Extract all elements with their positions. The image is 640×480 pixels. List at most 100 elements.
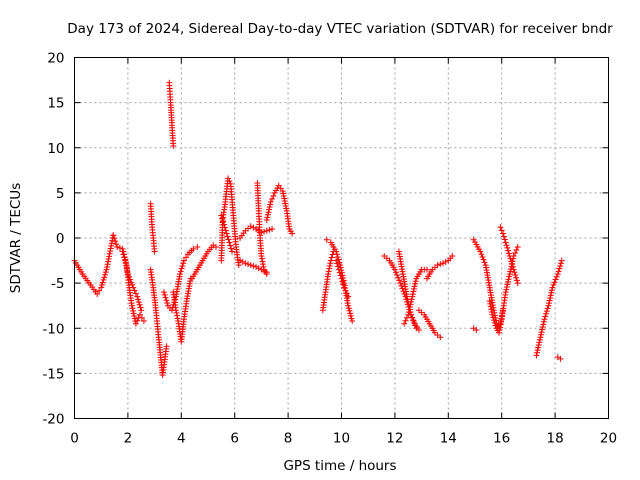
data-point — [487, 303, 494, 310]
data-point — [349, 318, 356, 325]
data-point — [449, 253, 456, 260]
data-point — [218, 212, 225, 219]
data-point — [405, 309, 412, 316]
data-point — [548, 289, 555, 296]
data-point — [503, 242, 510, 249]
data-point — [98, 282, 105, 289]
data-point — [497, 324, 504, 331]
data-point — [490, 314, 497, 321]
data-point — [477, 248, 484, 255]
data-point — [237, 257, 244, 264]
data-point — [536, 339, 543, 346]
data-point — [229, 248, 236, 255]
data-point — [258, 255, 265, 262]
data-point — [122, 260, 129, 267]
data-point — [260, 263, 267, 270]
data-point — [269, 225, 276, 232]
data-point — [345, 305, 352, 312]
series-arc-25 — [470, 236, 507, 332]
data-point — [264, 211, 271, 218]
data-point — [131, 287, 138, 294]
data-point — [512, 250, 519, 257]
data-point — [336, 269, 343, 276]
data-point — [402, 317, 409, 324]
data-point — [507, 255, 514, 262]
data-point — [511, 269, 518, 276]
data-point — [177, 268, 184, 275]
data-point — [228, 245, 235, 252]
data-point — [534, 347, 541, 354]
y-tick-label: -10 — [42, 321, 64, 337]
series-arc-24 — [470, 325, 480, 334]
data-point — [111, 235, 118, 242]
data-point — [127, 276, 134, 283]
data-point — [267, 201, 274, 208]
data-point — [129, 305, 136, 312]
y-tick-label: 15 — [47, 96, 64, 112]
data-point — [554, 271, 561, 278]
data-point — [263, 271, 270, 278]
data-point — [227, 242, 234, 249]
series-arc-8 — [170, 275, 194, 345]
data-point — [116, 244, 123, 251]
data-point — [439, 260, 446, 267]
series-arc-27 — [497, 224, 521, 287]
data-point — [122, 257, 129, 264]
data-point — [403, 314, 410, 321]
y-tick-label: 10 — [47, 141, 64, 157]
series-arc-17 — [323, 236, 356, 325]
data-point — [547, 292, 554, 299]
data-point — [552, 276, 559, 283]
data-point — [136, 301, 143, 308]
data-point — [504, 281, 511, 288]
series-arc-21 — [401, 266, 430, 327]
data-point — [182, 254, 189, 261]
data-point — [250, 224, 257, 231]
data-point — [194, 244, 201, 251]
data-point — [258, 253, 265, 260]
data-point — [225, 236, 232, 243]
data-point — [502, 239, 509, 246]
series-arc-22 — [415, 307, 444, 341]
data-point — [410, 317, 417, 324]
data-point — [125, 273, 132, 280]
data-point — [102, 269, 109, 276]
data-point — [108, 240, 115, 247]
data-point — [409, 291, 416, 298]
data-point — [178, 265, 185, 272]
data-point — [326, 265, 333, 272]
data-point — [415, 327, 422, 334]
data-point — [327, 260, 334, 267]
data-point — [160, 289, 167, 296]
series-arc-28 — [533, 257, 565, 359]
data-point — [223, 230, 230, 237]
y-tick-label: 0 — [56, 231, 65, 247]
data-point — [346, 307, 353, 314]
data-point — [513, 274, 520, 281]
data-point — [533, 349, 540, 356]
data-point — [267, 198, 274, 205]
data-point — [325, 271, 332, 278]
data-point — [411, 283, 418, 290]
data-point — [505, 247, 512, 254]
data-point — [403, 293, 410, 300]
data-point — [391, 266, 398, 273]
series-arc-6 — [166, 79, 177, 149]
y-tick-label: 20 — [47, 51, 64, 67]
data-point — [410, 285, 417, 292]
data-point — [541, 316, 548, 323]
data-point — [506, 253, 513, 260]
data-point — [394, 272, 401, 279]
data-point — [96, 287, 103, 294]
data-point — [549, 284, 556, 291]
data-point — [502, 289, 509, 296]
data-point — [409, 314, 416, 321]
data-point — [442, 258, 449, 265]
data-point — [326, 262, 333, 269]
data-point — [226, 178, 233, 185]
data-point — [509, 261, 516, 268]
data-point — [540, 318, 547, 325]
data-point — [107, 245, 114, 252]
data-point — [334, 263, 341, 270]
data-point — [138, 314, 145, 321]
